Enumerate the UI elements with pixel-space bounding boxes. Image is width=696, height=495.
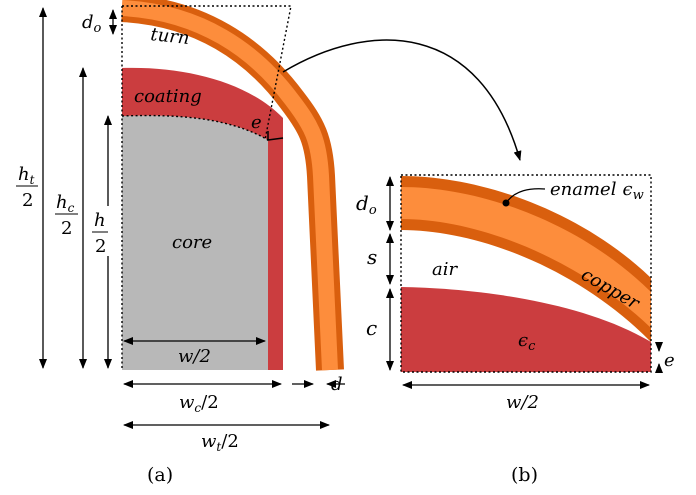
enamel-leader (505, 188, 546, 204)
c-label: c (366, 316, 377, 340)
wc-label: wc/2 (179, 392, 219, 415)
wt-label: wt/2 (201, 431, 239, 454)
do-label-a: do (82, 12, 102, 36)
caption-a: (a) (147, 464, 173, 486)
coating-label: coating (134, 86, 202, 107)
e-label-b: e (664, 350, 675, 371)
cell-outline-b (400, 174, 652, 373)
d-label: d (331, 374, 343, 395)
coating-thickness-marker (267, 131, 284, 141)
eps-c-label: ϵc (518, 330, 536, 354)
h-fraction: h 2 (91, 206, 115, 257)
svg-text:hc: hc (56, 192, 75, 215)
hc-fraction: hc 2 (52, 188, 82, 240)
svg-text:h: h (94, 210, 106, 231)
svg-text:2: 2 (22, 190, 33, 211)
unit-cell-outline (121, 5, 292, 370)
core-boundary (121, 114, 269, 141)
svg-text:2: 2 (61, 218, 72, 239)
enamel-label: enamel ϵw (550, 179, 644, 203)
e-label-a: e (251, 112, 262, 133)
w-half-label-a: w/2 (178, 346, 211, 367)
svg-text:2: 2 (95, 236, 106, 257)
s-label: s (367, 245, 377, 269)
zoom-arrow (282, 39, 522, 161)
panel-a: turn coating core e do ht 2 hc 2 h (12, 0, 345, 486)
turn-inner-band (121, 0, 338, 371)
coating-region-b (401, 287, 651, 372)
core-region (122, 115, 268, 370)
coating-region (122, 67, 283, 370)
w-half-label-b: w/2 (506, 392, 539, 413)
core-label: core (172, 232, 212, 253)
svg-text:ht: ht (18, 164, 35, 187)
air-label: air (432, 259, 458, 280)
do-label-b: do (356, 191, 377, 218)
caption-b: (b) (511, 464, 538, 486)
ht-fraction: ht 2 (12, 160, 42, 212)
turn-label: turn (149, 24, 190, 49)
panel-b: enamel ϵw copper air ϵc do s c e w/2 (b) (356, 174, 675, 486)
turn-inner-band-b (401, 187, 651, 328)
